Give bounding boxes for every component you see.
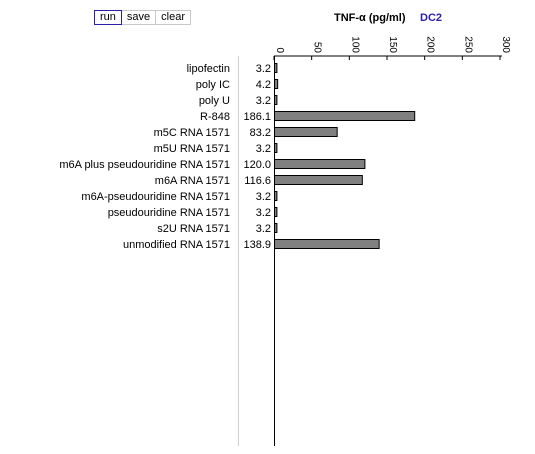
toolbar: run save clear: [94, 10, 191, 25]
category-label: lipofectin: [187, 63, 230, 75]
category-label: poly IC: [196, 79, 230, 91]
run-button[interactable]: run: [94, 10, 122, 25]
chart-title: TNF-α (pg/ml): [334, 12, 406, 24]
bar: [274, 159, 366, 169]
value-label: 3.2: [256, 191, 271, 203]
category-label: m6A RNA 1571: [155, 175, 230, 187]
x-tick-label: 150: [387, 36, 398, 53]
category-label: unmodified RNA 1571: [123, 239, 230, 251]
bar: [274, 207, 278, 217]
value-label: 138.9: [243, 239, 271, 251]
category-label: R-848: [200, 111, 230, 123]
value-label: 3.2: [256, 223, 271, 235]
category-label: s2U RNA 1571: [157, 223, 230, 235]
bar: [274, 143, 278, 153]
x-tick-label: 0: [274, 47, 285, 53]
category-label: poly U: [199, 95, 230, 107]
bar: [274, 63, 278, 73]
x-tick-label: 300: [500, 36, 511, 53]
value-label: 3.2: [256, 143, 271, 155]
clear-button[interactable]: clear: [155, 10, 191, 25]
bar: [274, 79, 279, 89]
x-tick-label: 200: [425, 36, 436, 53]
value-label: 116.6: [244, 175, 271, 187]
value-label: 3.2: [256, 207, 271, 219]
bar: [274, 127, 338, 137]
value-label: 4.2: [256, 79, 271, 91]
bar: [274, 223, 278, 233]
bar: [274, 175, 363, 185]
value-label: 120.0: [243, 159, 271, 171]
value-label: 83.2: [250, 127, 271, 139]
category-label: m6A-pseudouridine RNA 1571: [81, 191, 230, 203]
bar: [274, 111, 416, 121]
bar: [274, 191, 278, 201]
value-label: 3.2: [256, 63, 271, 75]
value-label: 186.1: [243, 111, 271, 123]
chart-subtitle: DC2: [420, 12, 443, 24]
value-label: 3.2: [256, 95, 271, 107]
category-label: pseudouridine RNA 1571: [108, 207, 230, 219]
x-tick-label: 100: [349, 36, 360, 53]
save-button[interactable]: save: [120, 10, 157, 25]
category-label: m6A plus pseudouridine RNA 1571: [59, 159, 230, 171]
category-label: m5C RNA 1571: [154, 127, 230, 139]
bar: [274, 239, 380, 249]
category-label: m5U RNA 1571: [154, 143, 230, 155]
x-tick-label: 50: [312, 42, 323, 54]
bar: [274, 95, 278, 105]
x-tick-label: 250: [462, 36, 473, 53]
